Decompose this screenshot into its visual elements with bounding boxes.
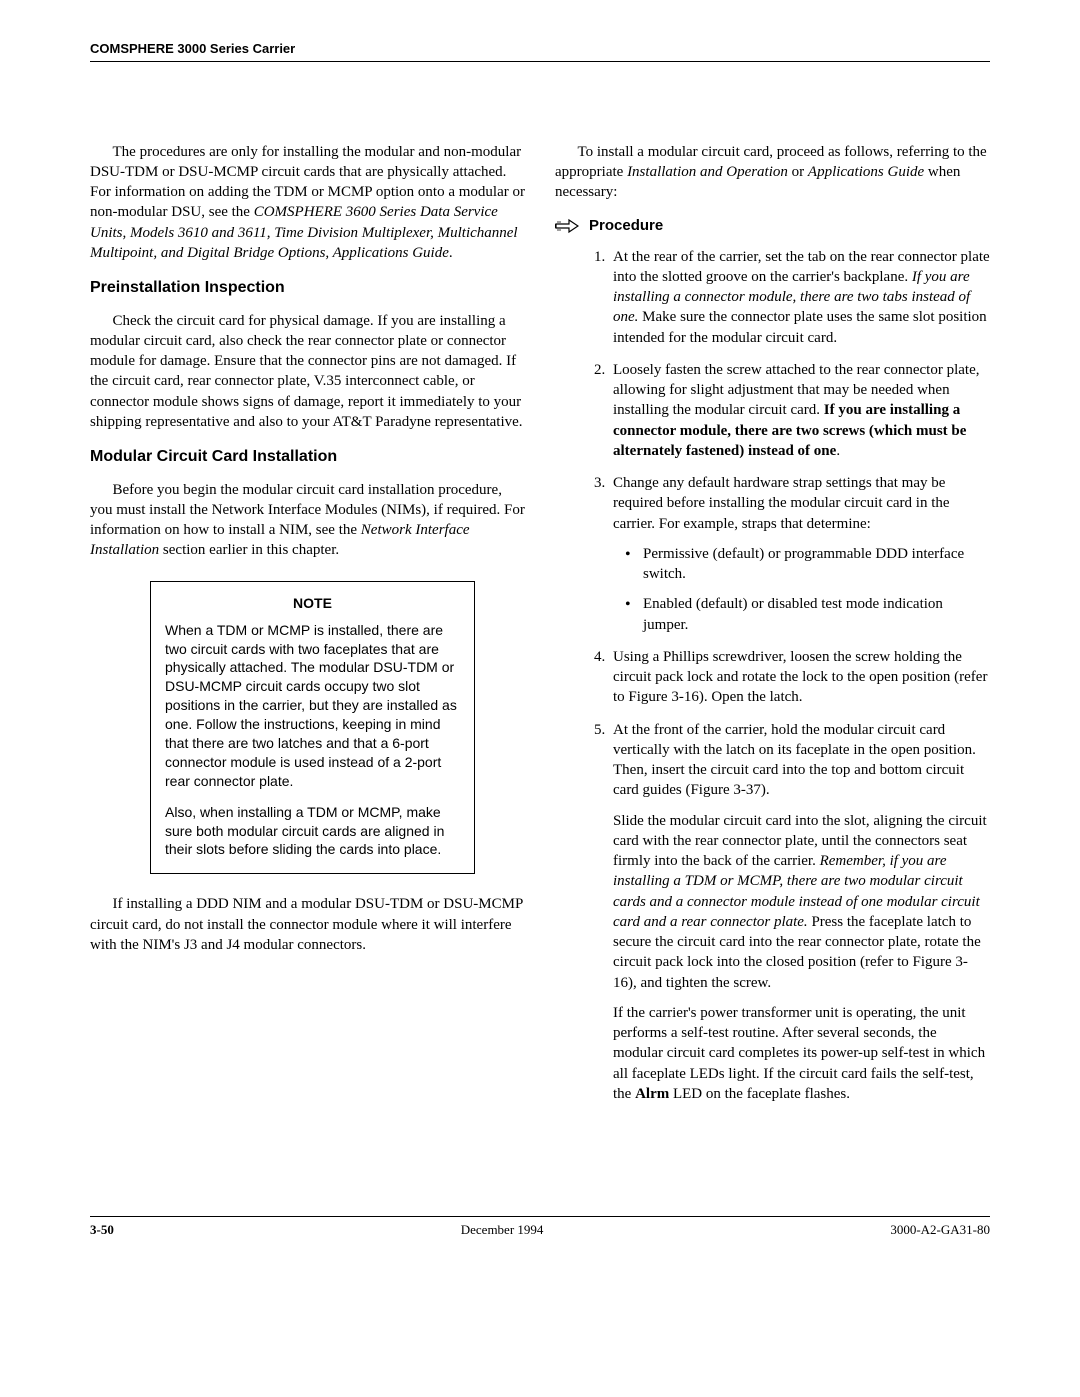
step-1: At the rear of the carrier, set the tab …	[609, 247, 990, 348]
s5-p3-suffix: LED on the faceplate flashes.	[669, 1086, 850, 1102]
bullet-enabled: Enabled (default) or disabled test mode …	[625, 594, 990, 635]
ddd-nim-paragraph: If installing a DDD NIM and a modular DS…	[90, 894, 525, 955]
s5-p2: Slide the modular circuit card into the …	[613, 811, 990, 993]
modular-intro-paragraph: Before you begin the modular circuit car…	[90, 480, 525, 561]
step-5: At the front of the carrier, hold the mo…	[609, 720, 990, 1105]
page-header: COMSPHERE 3000 Series Carrier	[90, 40, 990, 62]
content-columns: The procedures are only for installing t…	[90, 142, 990, 1117]
s5-p3-bold: Alrm	[635, 1086, 669, 1102]
page-number: 3-50	[90, 1221, 114, 1239]
preinstall-paragraph: Check the circuit card for physical dama…	[90, 311, 525, 433]
s5-p3: If the carrier's power transformer unit …	[613, 1003, 990, 1104]
s3-text: Change any default hardware strap settin…	[613, 475, 950, 532]
right-intro: To install a modular circuit card, proce…	[555, 142, 990, 203]
heading-modular-install: Modular Circuit Card Installation	[90, 446, 525, 468]
note-p2: Also, when installing a TDM or MCMP, mak…	[165, 803, 460, 860]
step-2: Loosely fasten the screw attached to the…	[609, 360, 990, 461]
page-footer: 3-50 December 1994 3000-A2-GA31-80	[90, 1216, 990, 1239]
note-p1: When a TDM or MCMP is installed, there a…	[165, 621, 460, 791]
right-column: To install a modular circuit card, proce…	[555, 142, 990, 1117]
intro-suffix: .	[449, 245, 453, 261]
right-intro-italic2: Applications Guide	[808, 164, 924, 180]
note-title: NOTE	[165, 594, 460, 613]
pointing-hand-icon	[555, 217, 579, 235]
right-intro-mid: or	[788, 164, 808, 180]
bullet-permissive: Permissive (default) or programmable DDD…	[625, 544, 990, 585]
left-column: The procedures are only for installing t…	[90, 142, 525, 1117]
step-3-bullets: Permissive (default) or programmable DDD…	[625, 544, 990, 635]
intro-paragraph: The procedures are only for installing t…	[90, 142, 525, 264]
heading-preinstallation: Preinstallation Inspection	[90, 277, 525, 299]
s2-suffix: .	[836, 443, 840, 459]
s5-p1: At the front of the carrier, hold the mo…	[613, 722, 976, 799]
s1-suffix: Make sure the connector plate uses the s…	[613, 309, 987, 345]
footer-date: December 1994	[461, 1221, 544, 1239]
procedure-heading: Procedure	[555, 216, 990, 236]
procedure-list: At the rear of the carrier, set the tab …	[609, 247, 990, 1105]
note-box: NOTE When a TDM or MCMP is installed, th…	[150, 581, 475, 875]
step-4: Using a Phillips screwdriver, loosen the…	[609, 647, 990, 708]
right-intro-italic1: Installation and Operation	[627, 164, 788, 180]
doc-number: 3000-A2-GA31-80	[890, 1221, 990, 1239]
modular-suffix: section earlier in this chapter.	[159, 542, 339, 558]
procedure-label: Procedure	[589, 216, 663, 236]
header-text: COMSPHERE 3000 Series Carrier	[90, 41, 295, 56]
step-3: Change any default hardware strap settin…	[609, 473, 990, 635]
